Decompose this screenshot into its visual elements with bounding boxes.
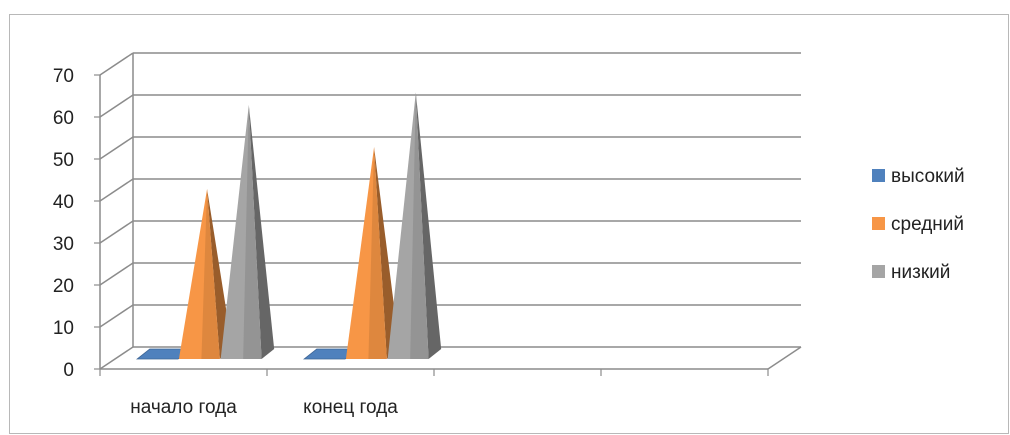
pyramid-низкий-1 xyxy=(387,92,442,360)
legend-label-средний: средний xyxy=(891,214,964,235)
gridline-side-50 xyxy=(99,136,134,160)
pyramid-side-низкий-1 xyxy=(415,92,442,360)
pyramid-side-средний-1 xyxy=(374,147,400,359)
legend: высокий средний низкий xyxy=(872,166,965,283)
x-tick-label-0: начало года xyxy=(130,397,237,418)
pyramid-shade-низкий-0 xyxy=(243,105,262,359)
y-axis-ticks: 0 10 20 30 40 50 60 70 xyxy=(53,66,101,381)
floor-right-edge xyxy=(767,346,802,370)
y-tick-label-50: 50 xyxy=(53,150,74,171)
y-tick-label-10: 10 xyxy=(53,318,74,339)
legend-swatch-низкий xyxy=(872,265,885,278)
x-tick-label-1: конец года xyxy=(303,397,398,418)
gridline-side-10 xyxy=(99,304,134,328)
y-tick-label-20: 20 xyxy=(53,276,74,297)
gridline-side-20 xyxy=(99,262,134,286)
legend-label-высокий: высокий xyxy=(891,166,965,187)
legend-swatch-средний xyxy=(872,217,885,230)
gridline-side-60 xyxy=(99,94,134,118)
chart-marks xyxy=(136,92,442,360)
legend-label-низкий: низкий xyxy=(891,262,950,283)
pyramid-shade-средний-1 xyxy=(368,147,387,359)
gridline-side-0 xyxy=(99,346,134,370)
gridline-side-30 xyxy=(99,220,134,244)
y-tick-label-70: 70 xyxy=(53,66,74,87)
pyramid-низкий-0 xyxy=(220,105,275,359)
y-tick-label-40: 40 xyxy=(53,192,74,213)
y-tick-label-60: 60 xyxy=(53,108,74,129)
chart-frame xyxy=(9,14,1009,434)
gridline-side-70 xyxy=(99,52,134,76)
y-tick-label-0: 0 xyxy=(63,360,74,381)
pyramid-side-низкий-0 xyxy=(248,105,275,359)
x-axis: начало года конец года xyxy=(99,346,802,418)
pyramid-shade-средний-0 xyxy=(201,189,220,359)
gridline-side-40 xyxy=(99,178,134,202)
y-tick-label-30: 30 xyxy=(53,234,74,255)
pyramid-shade-низкий-1 xyxy=(410,92,429,360)
legend-swatch-высокий xyxy=(872,169,885,182)
pyramid-средний-1 xyxy=(345,147,400,359)
